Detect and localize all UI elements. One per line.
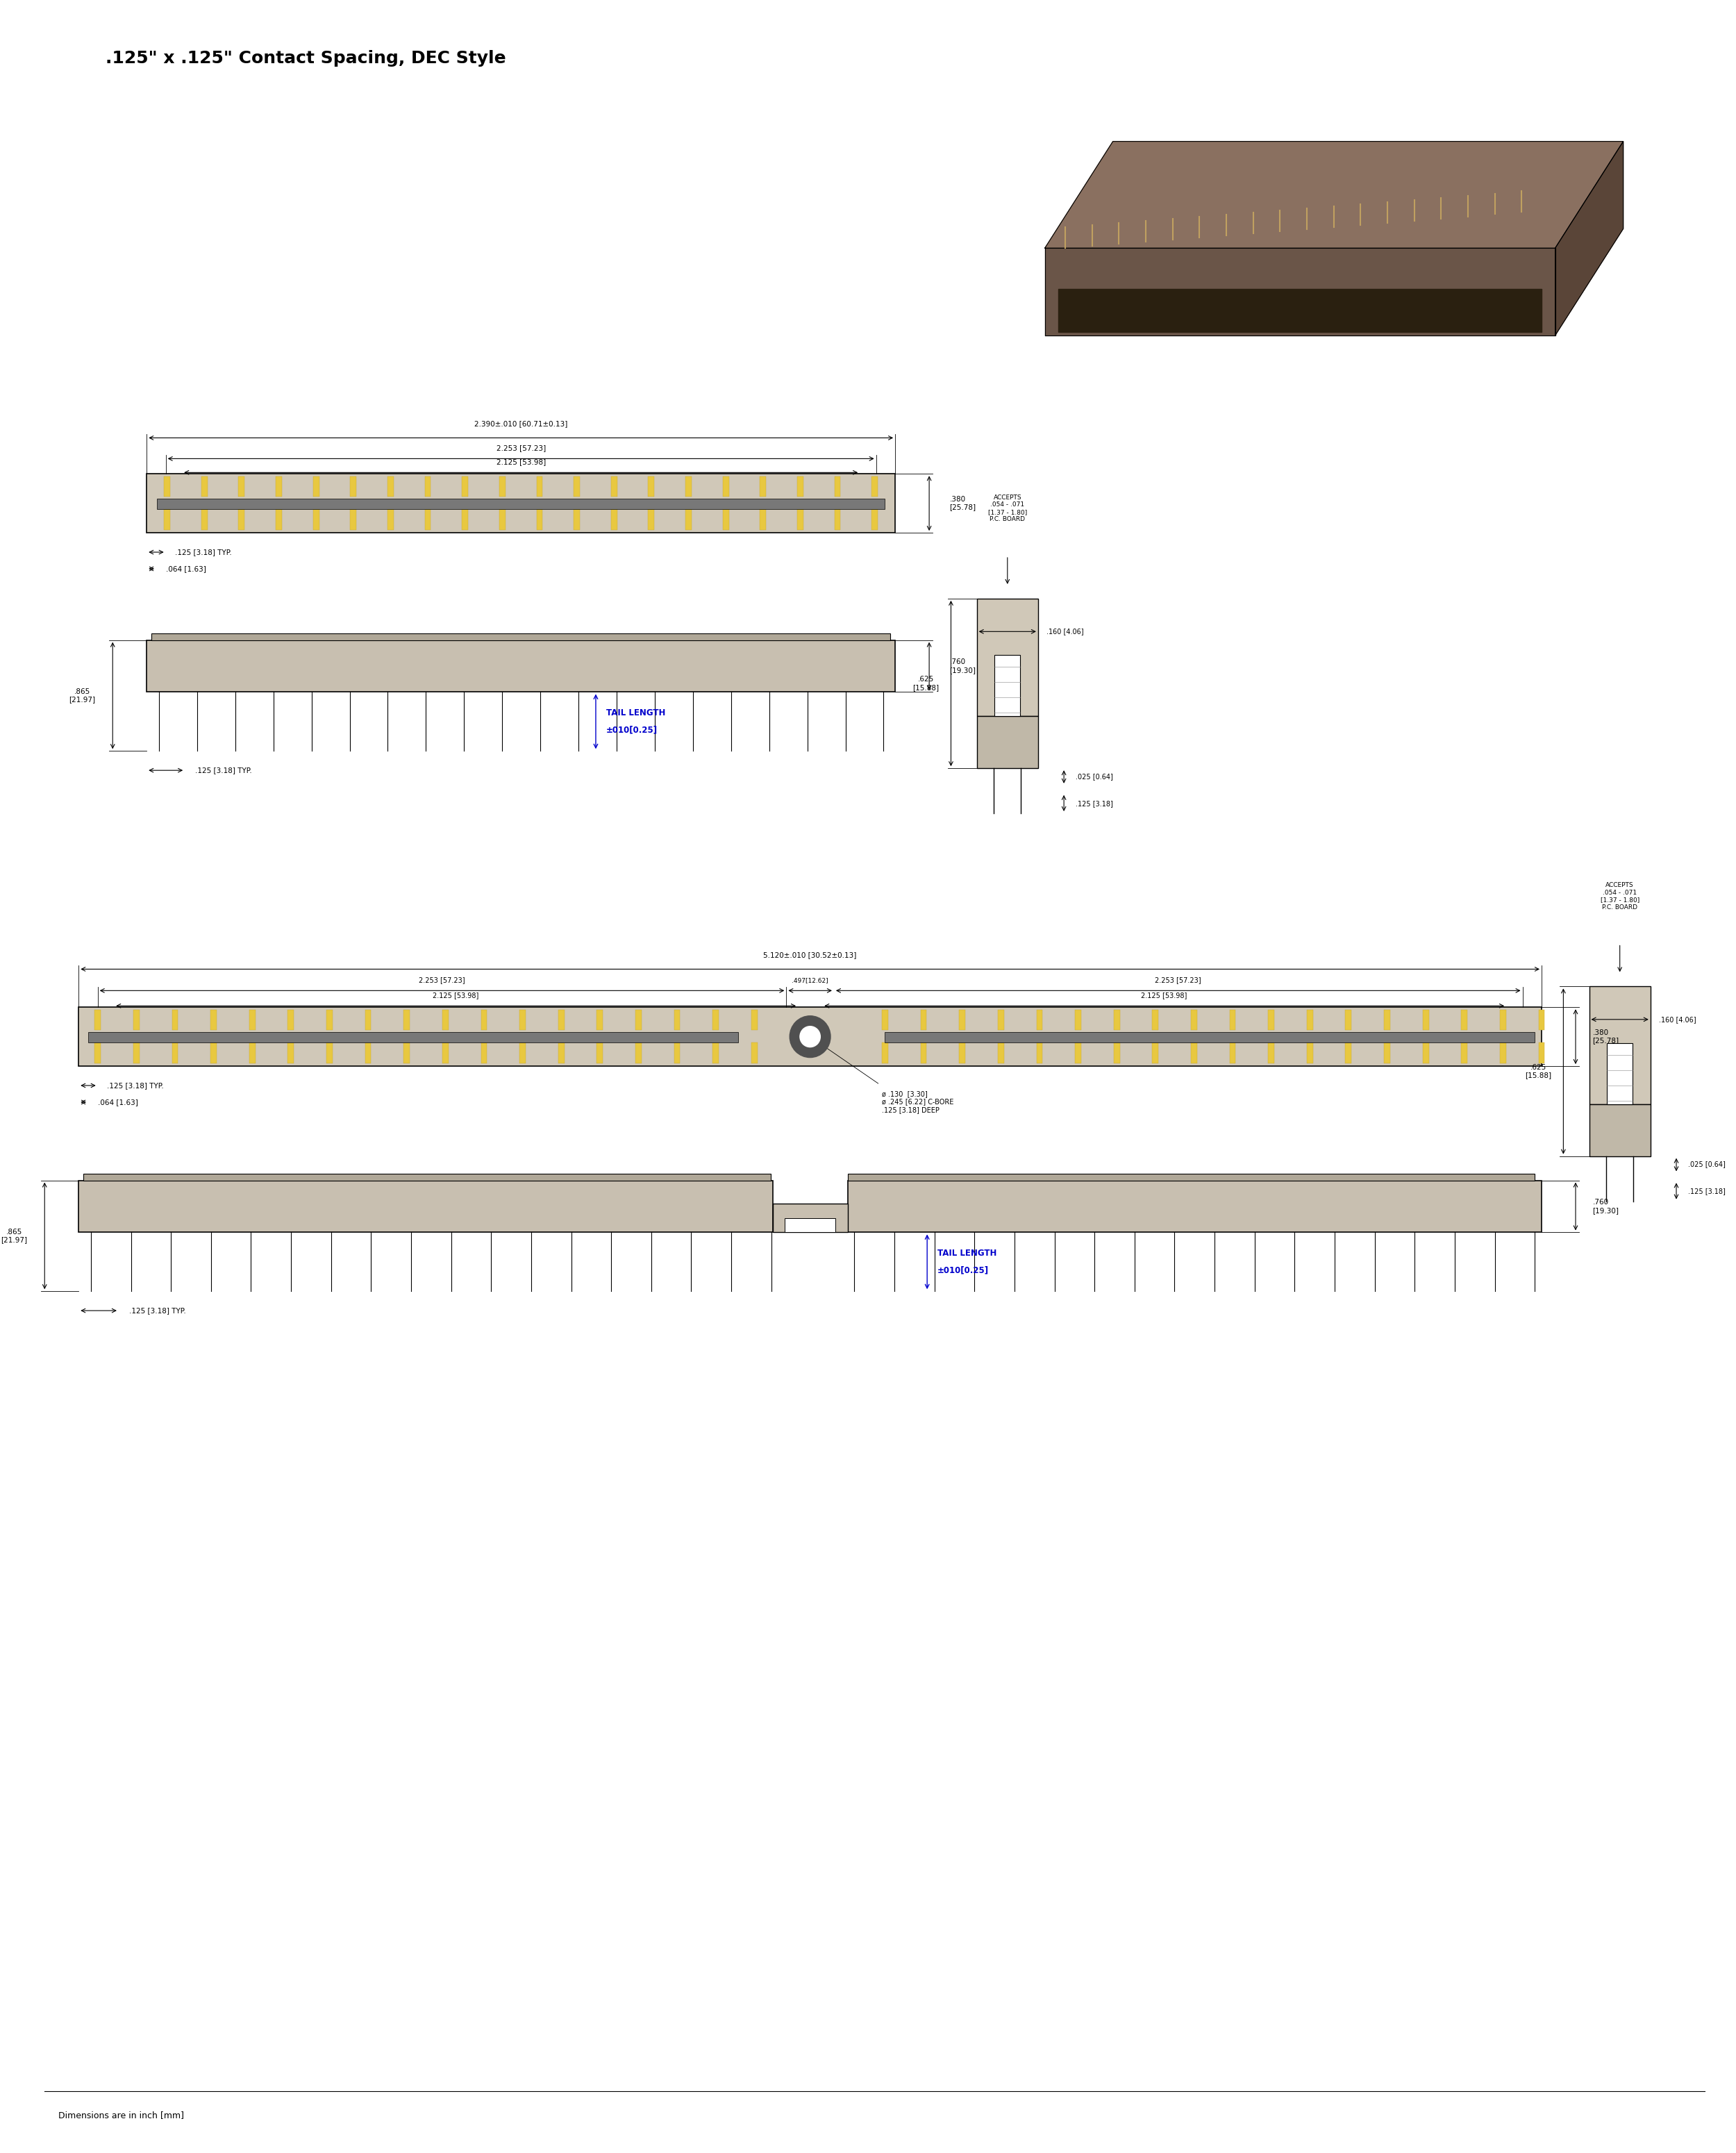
Bar xyxy=(882,1042,889,1064)
Circle shape xyxy=(790,1016,830,1057)
Bar xyxy=(387,510,394,530)
Bar xyxy=(648,476,654,497)
Bar xyxy=(78,1008,1542,1066)
Bar xyxy=(760,510,766,530)
Bar xyxy=(201,476,207,497)
Text: TAIL LENGTH: TAIL LENGTH xyxy=(606,708,665,717)
Bar xyxy=(276,476,281,497)
Bar xyxy=(797,476,804,497)
Bar xyxy=(134,1042,139,1064)
Text: 2.125 [53.98]: 2.125 [53.98] xyxy=(1141,993,1187,999)
Bar xyxy=(134,1010,139,1029)
Bar xyxy=(172,1042,179,1064)
Bar xyxy=(276,510,281,530)
Bar xyxy=(1608,1042,1632,1104)
Bar xyxy=(146,474,896,532)
Bar xyxy=(752,1042,757,1064)
Bar xyxy=(425,476,431,497)
Bar xyxy=(1500,1010,1507,1029)
Bar xyxy=(151,633,891,639)
Text: 2.125 [53.98]: 2.125 [53.98] xyxy=(496,459,545,465)
Bar xyxy=(443,1042,448,1064)
Text: 5.120±.010 [30.52±0.13]: 5.120±.010 [30.52±0.13] xyxy=(764,952,858,958)
Bar xyxy=(573,510,580,530)
Text: 2.125 [53.98]: 2.125 [53.98] xyxy=(432,993,479,999)
Bar xyxy=(1036,1010,1043,1029)
Text: .125 [3.18] TYP.: .125 [3.18] TYP. xyxy=(175,549,233,555)
Bar xyxy=(559,1042,564,1064)
Bar xyxy=(847,1173,1535,1180)
Bar xyxy=(920,1010,927,1029)
Text: .160 [4.06]: .160 [4.06] xyxy=(1658,1016,1696,1023)
Bar xyxy=(404,1042,410,1064)
Text: .125 [3.18] TYP.: .125 [3.18] TYP. xyxy=(108,1083,163,1089)
Bar xyxy=(1267,1042,1274,1064)
Text: .125" x .125" Contact Spacing, DEC Style: .125" x .125" Contact Spacing, DEC Style xyxy=(106,50,507,67)
Text: .025 [0.64]: .025 [0.64] xyxy=(1076,773,1113,779)
Bar xyxy=(752,1010,757,1029)
Text: 2.253 [57.23]: 2.253 [57.23] xyxy=(1154,977,1201,984)
Bar xyxy=(760,476,766,497)
Bar xyxy=(785,1219,835,1232)
Bar xyxy=(83,1173,771,1180)
Bar xyxy=(462,476,469,497)
Text: .025 [0.64]: .025 [0.64] xyxy=(1687,1160,1726,1167)
Text: ±010[0.25]: ±010[0.25] xyxy=(606,726,658,734)
Text: Dimensions are in inch [mm]: Dimensions are in inch [mm] xyxy=(59,2110,184,2121)
Bar xyxy=(871,476,878,497)
Bar xyxy=(722,476,729,497)
Bar xyxy=(871,510,878,530)
Circle shape xyxy=(800,1027,821,1046)
Bar xyxy=(1036,1042,1043,1064)
Text: .380
[25.78]: .380 [25.78] xyxy=(1592,1029,1620,1044)
Bar xyxy=(146,639,896,691)
Bar xyxy=(648,510,654,530)
Text: .865
[21.97]: .865 [21.97] xyxy=(69,689,95,704)
Bar xyxy=(163,510,170,530)
Bar xyxy=(1500,1042,1507,1064)
Text: ACCEPTS
.054 - .071
[1.37 - 1.80]
P.C. BOARD: ACCEPTS .054 - .071 [1.37 - 1.80] P.C. B… xyxy=(1601,883,1639,911)
Bar xyxy=(95,1042,101,1064)
Bar xyxy=(611,510,616,530)
Text: 2.390±.010 [60.71±0.13]: 2.390±.010 [60.71±0.13] xyxy=(474,420,568,428)
Bar xyxy=(519,1010,526,1029)
Bar xyxy=(95,1010,101,1029)
Bar xyxy=(920,1042,927,1064)
Bar xyxy=(635,1042,642,1064)
Bar xyxy=(847,1180,1542,1232)
Bar xyxy=(462,510,469,530)
Bar xyxy=(351,476,356,497)
Bar xyxy=(882,1010,889,1029)
Bar xyxy=(611,476,616,497)
Bar xyxy=(686,476,691,497)
Bar xyxy=(597,1042,602,1064)
Bar xyxy=(1229,1042,1236,1064)
Bar xyxy=(89,1031,738,1042)
Bar xyxy=(1422,1042,1429,1064)
Bar xyxy=(519,1042,526,1064)
Bar xyxy=(1267,1010,1274,1029)
Bar xyxy=(1113,1010,1120,1029)
Bar xyxy=(1538,1042,1545,1064)
Bar xyxy=(712,1042,719,1064)
Text: .497[12.62]: .497[12.62] xyxy=(792,977,828,984)
Bar xyxy=(500,510,505,530)
Bar xyxy=(1462,1010,1467,1029)
Bar xyxy=(500,476,505,497)
Bar xyxy=(797,510,804,530)
Bar xyxy=(536,476,543,497)
Bar xyxy=(1422,1010,1429,1029)
Bar xyxy=(163,476,170,497)
Bar xyxy=(686,510,691,530)
Text: .064 [1.63]: .064 [1.63] xyxy=(97,1098,137,1107)
Polygon shape xyxy=(1045,142,1623,248)
Text: .625
[15.88]: .625 [15.88] xyxy=(1524,1064,1552,1079)
Bar xyxy=(387,476,394,497)
Bar xyxy=(597,1010,602,1029)
Bar xyxy=(1588,986,1651,1104)
Text: .125 [3.18] TYP.: .125 [3.18] TYP. xyxy=(194,766,252,773)
Bar xyxy=(210,1042,217,1064)
Bar xyxy=(674,1010,681,1029)
Bar xyxy=(1191,1010,1198,1029)
Bar xyxy=(78,1180,773,1232)
